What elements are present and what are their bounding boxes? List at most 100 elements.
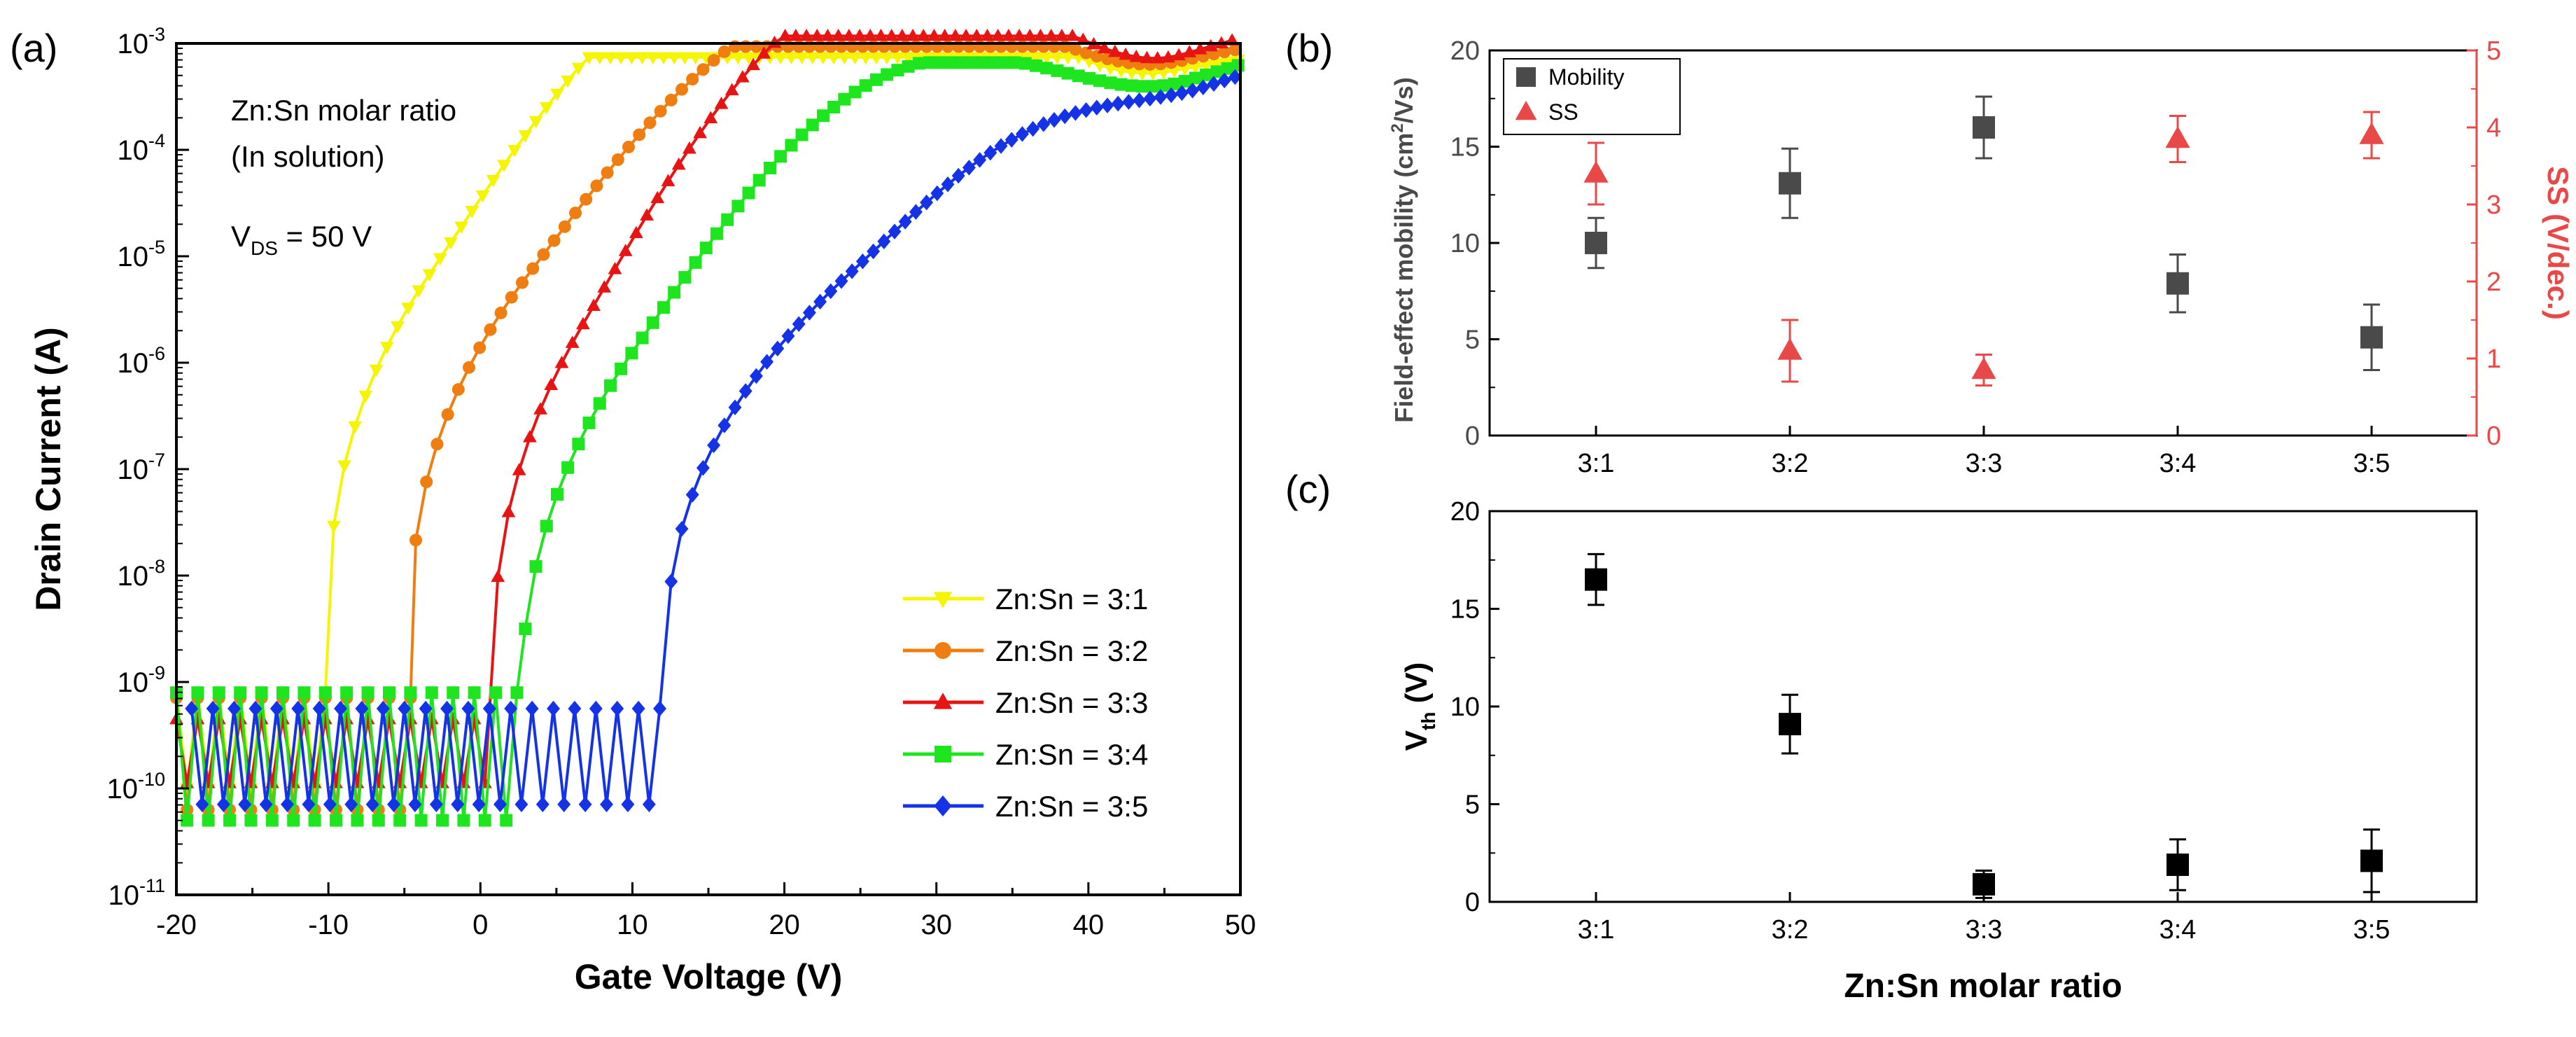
data-point	[1178, 75, 1191, 88]
data-point	[1172, 48, 1186, 61]
data-point	[1060, 52, 1075, 65]
data-point	[1121, 94, 1135, 110]
data-point	[1023, 29, 1037, 41]
data-point	[640, 208, 654, 221]
data-point	[1182, 45, 1197, 57]
data-point	[1199, 60, 1214, 73]
data-point	[1072, 69, 1085, 83]
panel-c-vth: (c) 0 5 10 15 20 3:1 3:2 3:3 3:4 3:5 Zn:Sn molar …	[1285, 467, 2478, 1005]
y-tick-exponent: -7	[148, 450, 165, 471]
data-point	[795, 128, 808, 141]
y-tick-label: 20	[1450, 497, 1480, 527]
data-point	[601, 166, 614, 179]
data-marker	[2360, 849, 2383, 872]
x-tick-label: 3:1	[1578, 915, 1615, 945]
data-point	[657, 301, 670, 314]
data-point	[631, 700, 645, 717]
data-point	[867, 243, 881, 260]
point-mobility	[1585, 216, 1607, 270]
data-point	[547, 700, 560, 717]
x-tick-label: 3:3	[1966, 449, 2003, 478]
data-point	[216, 796, 230, 813]
data-point	[516, 276, 528, 289]
data-point	[1200, 68, 1213, 81]
data-point	[1186, 82, 1200, 99]
data-point	[685, 487, 699, 503]
data-point	[461, 700, 475, 717]
y-tick-label: 10-6	[117, 343, 165, 379]
data-point	[255, 686, 268, 700]
data-point	[447, 686, 460, 700]
data-point	[1111, 95, 1125, 112]
data-point	[642, 796, 656, 813]
y-tick-exponent: -8	[148, 556, 165, 577]
left-tick-label: 0	[1465, 422, 1480, 451]
data-point	[848, 52, 862, 65]
data-point	[497, 160, 511, 172]
x-tick-label: 30	[920, 910, 952, 940]
legend-marker	[933, 693, 953, 709]
data-point	[1147, 80, 1160, 93]
data-point	[1103, 63, 1118, 76]
y-tick-base: 10	[117, 242, 148, 272]
right-tick-label: 2	[2486, 267, 2501, 297]
data-point	[528, 116, 543, 129]
data-point	[959, 29, 973, 41]
vds-main: V	[231, 220, 251, 253]
data-marker	[1585, 568, 1607, 591]
data-point	[369, 364, 384, 377]
panel-a-legend: Zn:Sn = 3:1 Zn:Sn = 3:2 Zn:Sn = 3:3 Zn:Sn =…	[903, 583, 1148, 823]
data-point	[930, 185, 944, 202]
data-point	[653, 700, 666, 717]
x-tick-label: 3:3	[1966, 915, 2003, 945]
data-marker	[1777, 337, 1802, 360]
data-point	[276, 686, 289, 700]
data-point	[323, 796, 337, 813]
legend-marker	[934, 746, 951, 763]
data-point	[1065, 29, 1079, 41]
data-point	[259, 796, 273, 813]
data-point	[983, 144, 997, 161]
data-point	[608, 262, 622, 274]
data-point	[526, 262, 540, 275]
point-ss	[1777, 319, 1802, 383]
data-point	[845, 263, 859, 279]
data-point	[589, 700, 603, 717]
y-tick-label: 5	[1465, 791, 1480, 820]
data-point	[1228, 43, 1242, 57]
data-point	[1133, 92, 1147, 109]
data-point	[891, 64, 904, 77]
legend-label: Zn:Sn = 3:1	[995, 583, 1148, 615]
panel-b-legend: Mobility SS	[1503, 58, 1681, 135]
data-marker	[1779, 172, 1801, 195]
data-point	[1044, 29, 1058, 41]
data-point	[976, 56, 989, 69]
data-point	[668, 286, 681, 299]
data-point	[181, 814, 194, 827]
data-point	[441, 408, 454, 421]
x-tick-label: 10	[617, 910, 648, 940]
data-point	[1008, 56, 1021, 69]
data-point	[718, 45, 731, 58]
data-point	[654, 104, 667, 118]
data-point	[1018, 57, 1032, 70]
data-point	[859, 79, 872, 92]
data-point	[731, 52, 746, 65]
data-point	[475, 190, 490, 203]
data-point	[422, 269, 437, 281]
panel-c-x-axis-label: Zn:Sn molar ratio	[1844, 968, 2122, 1005]
data-point	[1107, 44, 1122, 57]
panel-label-c: (c)	[1285, 467, 1331, 511]
point-mobility	[2360, 303, 2383, 371]
data-point	[810, 29, 825, 41]
vth-subscript: th	[1418, 712, 1439, 730]
data-point	[1051, 64, 1064, 77]
data-point	[1231, 59, 1245, 72]
data-point	[784, 52, 799, 65]
data-marker	[1973, 872, 1995, 896]
data-point	[934, 56, 947, 69]
data-point	[1079, 46, 1093, 60]
data-point	[1218, 46, 1231, 59]
x-tick-label: -20	[156, 910, 197, 940]
data-point	[664, 573, 678, 590]
